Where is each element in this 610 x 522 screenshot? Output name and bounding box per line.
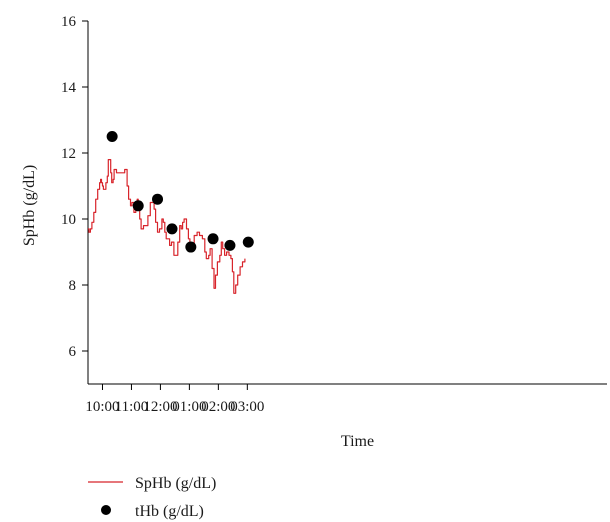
- data-point-thb: [224, 239, 236, 251]
- x-axis-title: Time: [341, 433, 374, 450]
- plot-area: [88, 131, 254, 294]
- data-point-thb: [166, 223, 178, 235]
- legend-swatch-thb: [101, 505, 111, 515]
- y-tick-label: 12: [61, 146, 76, 162]
- y-axis-title: SpHb (g/dL): [21, 165, 38, 246]
- y-tick-label: 8: [69, 278, 77, 294]
- axes: 6 8 10 12 14 16 10:0011:0012:0001:0002:0003:0…: [61, 14, 607, 415]
- legend: SpHb (g/dL) tHb (g/dL): [88, 475, 216, 520]
- x-tick-label: 02:00: [201, 399, 235, 415]
- series-line-sphb: [88, 159, 246, 294]
- data-point-thb: [152, 193, 164, 205]
- data-point-thb: [207, 233, 219, 245]
- x-tick-label: 01:00: [172, 399, 206, 415]
- data-point-thb: [132, 200, 144, 212]
- legend-label-thb: tHb (g/dL): [135, 503, 204, 520]
- y-tick-label: 14: [61, 80, 77, 96]
- y-tick-label: 16: [61, 14, 77, 30]
- x-tick-label: 10:00: [85, 399, 119, 415]
- data-point-thb: [242, 236, 254, 248]
- legend-label-sphb: SpHb (g/dL): [135, 475, 216, 492]
- x-tick-label: 12:00: [143, 399, 177, 415]
- y-tick-label: 10: [61, 212, 76, 228]
- x-tick-label: 11:00: [115, 399, 149, 415]
- data-point-thb: [185, 241, 197, 253]
- y-ticks: 6 8 10 12 14 16: [61, 14, 88, 360]
- y-tick-label: 6: [69, 344, 77, 360]
- x-tick-label: 03:00: [230, 399, 264, 415]
- series-points-thb: [106, 131, 254, 253]
- data-point-thb: [106, 131, 118, 142]
